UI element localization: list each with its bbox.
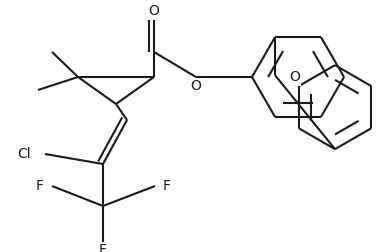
Text: F: F bbox=[36, 179, 44, 193]
Text: F: F bbox=[99, 243, 107, 252]
Text: Cl: Cl bbox=[17, 147, 31, 161]
Text: O: O bbox=[289, 70, 300, 84]
Text: O: O bbox=[149, 4, 159, 18]
Text: O: O bbox=[191, 79, 201, 93]
Text: F: F bbox=[163, 179, 171, 193]
